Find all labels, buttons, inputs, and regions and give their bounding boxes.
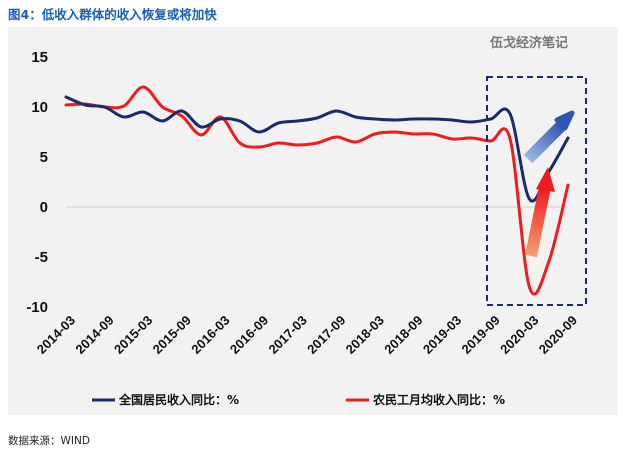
x-tick-label: 2020-09 xyxy=(536,313,580,357)
source-note: 数据来源：WIND xyxy=(8,435,90,447)
legend: 全国居民收入同比：% 农民工月均收入同比：% xyxy=(92,392,505,407)
x-tick-label: 2018-03 xyxy=(343,313,387,357)
x-tick-label: 2014-03 xyxy=(34,313,78,357)
x-tick-label: 2014-09 xyxy=(72,313,116,357)
series-line-national-income xyxy=(64,95,570,203)
x-tick-label: 2020-03 xyxy=(497,313,541,357)
y-tick-label: 5 xyxy=(40,149,48,166)
y-tick-label: 0 xyxy=(40,199,48,216)
x-tick-label: 2017-09 xyxy=(304,313,348,357)
x-tick-label: 2015-09 xyxy=(150,313,194,357)
legend-label-series1: 全国居民收入同比：% xyxy=(118,392,239,407)
figure-title: 图4：低收入群体的收入恢复或将加快 xyxy=(8,7,217,22)
x-tick-label: 2017-03 xyxy=(265,313,309,357)
legend-label-series2: 农民工月均收入同比：% xyxy=(372,392,505,407)
series-lines xyxy=(64,85,570,296)
y-axis: -10 -5 0 5 10 15 xyxy=(26,49,48,316)
x-axis: 2014-032014-092015-032015-092016-032016-… xyxy=(34,313,580,357)
chart-panel: -10 -5 0 5 10 15 2014-03 2014-09 2015-03 2015-09… xyxy=(8,27,618,415)
series-line-migrant-worker-income xyxy=(64,85,570,296)
x-tick-label: 2018-09 xyxy=(381,313,425,357)
watermark: 伍戈经济笔记 xyxy=(489,35,568,51)
x-tick-label: 2019-09 xyxy=(459,313,503,357)
highlight-box xyxy=(486,76,587,306)
y-tick-label: 10 xyxy=(31,99,48,116)
y-tick-label: -5 xyxy=(35,249,48,266)
x-tick-label: 2015-03 xyxy=(111,313,155,357)
x-tick-label: 2019-03 xyxy=(420,313,464,357)
line-chart: -10 -5 0 5 10 15 2014-032014-092015-032015-09… xyxy=(26,35,587,407)
recovery-arrow-red-icon xyxy=(525,167,555,258)
recovery-arrow-blue-icon xyxy=(523,110,575,164)
y-tick-label: 15 xyxy=(31,49,48,66)
x-tick-label: 2016-03 xyxy=(188,313,232,357)
y-tick-label: -10 xyxy=(26,299,48,316)
x-tick-label: 2016-09 xyxy=(227,313,271,357)
